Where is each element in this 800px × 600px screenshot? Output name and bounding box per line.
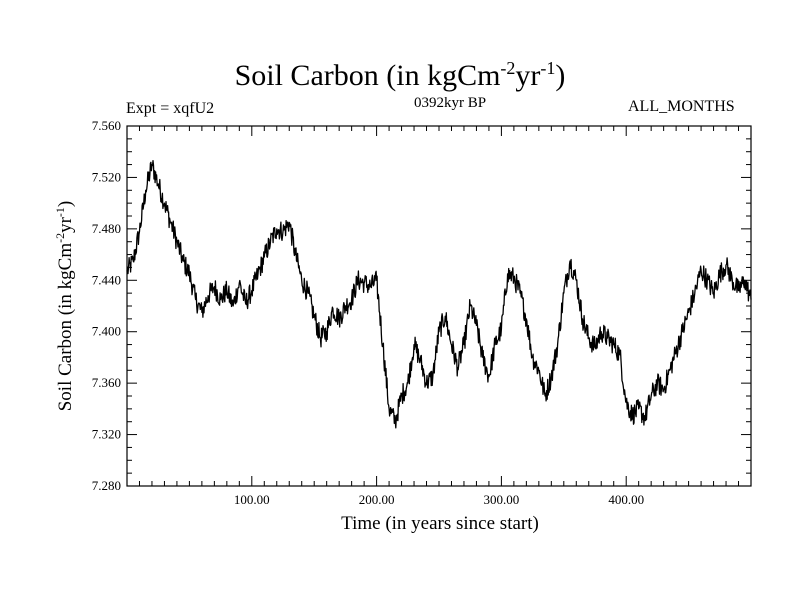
y-tick-label: 7.440: [92, 272, 121, 287]
axis-ticks: [127, 126, 751, 486]
chart-title-main: Soil Carbon (in kgCm: [234, 59, 501, 92]
experiment-label: Expt = xqfU2: [126, 100, 215, 117]
y-tick-label: 7.400: [92, 324, 121, 339]
x-tick-label: 400.00: [608, 492, 644, 507]
chart-title-sup-1: -2: [500, 58, 516, 78]
series-line-soil-carbon: [126, 160, 752, 429]
y-tick-label: 7.320: [92, 427, 121, 442]
period-label: 0392kyr BP: [413, 95, 487, 111]
y-tick-label: 7.520: [92, 169, 121, 184]
chart-title: Soil Carbon (in kgCm-2yr-1): [0, 58, 800, 93]
y-tick-label: 7.360: [92, 375, 121, 390]
plot-frame: [126, 125, 752, 487]
y-tick-label: 7.480: [92, 221, 121, 236]
y-tick-label: 7.280: [92, 478, 121, 493]
y-tick-label: 7.560: [92, 118, 121, 133]
axis-tick-labels: 100.00 200.00 300.00 400.00 7.280 7.320 7.360 7…: [92, 118, 644, 507]
chart-title-end: ): [555, 59, 566, 92]
season-label: ALL_MONTHS: [628, 98, 735, 115]
x-tick-label: 300.00: [484, 492, 520, 507]
chart-title-sup-2: -1: [540, 58, 556, 78]
x-tick-label: 100.00: [234, 492, 270, 507]
chart-title-mid: yr: [515, 59, 541, 92]
x-tick-label: 200.00: [359, 492, 395, 507]
x-axis-label: Time (in years since start): [341, 513, 539, 534]
